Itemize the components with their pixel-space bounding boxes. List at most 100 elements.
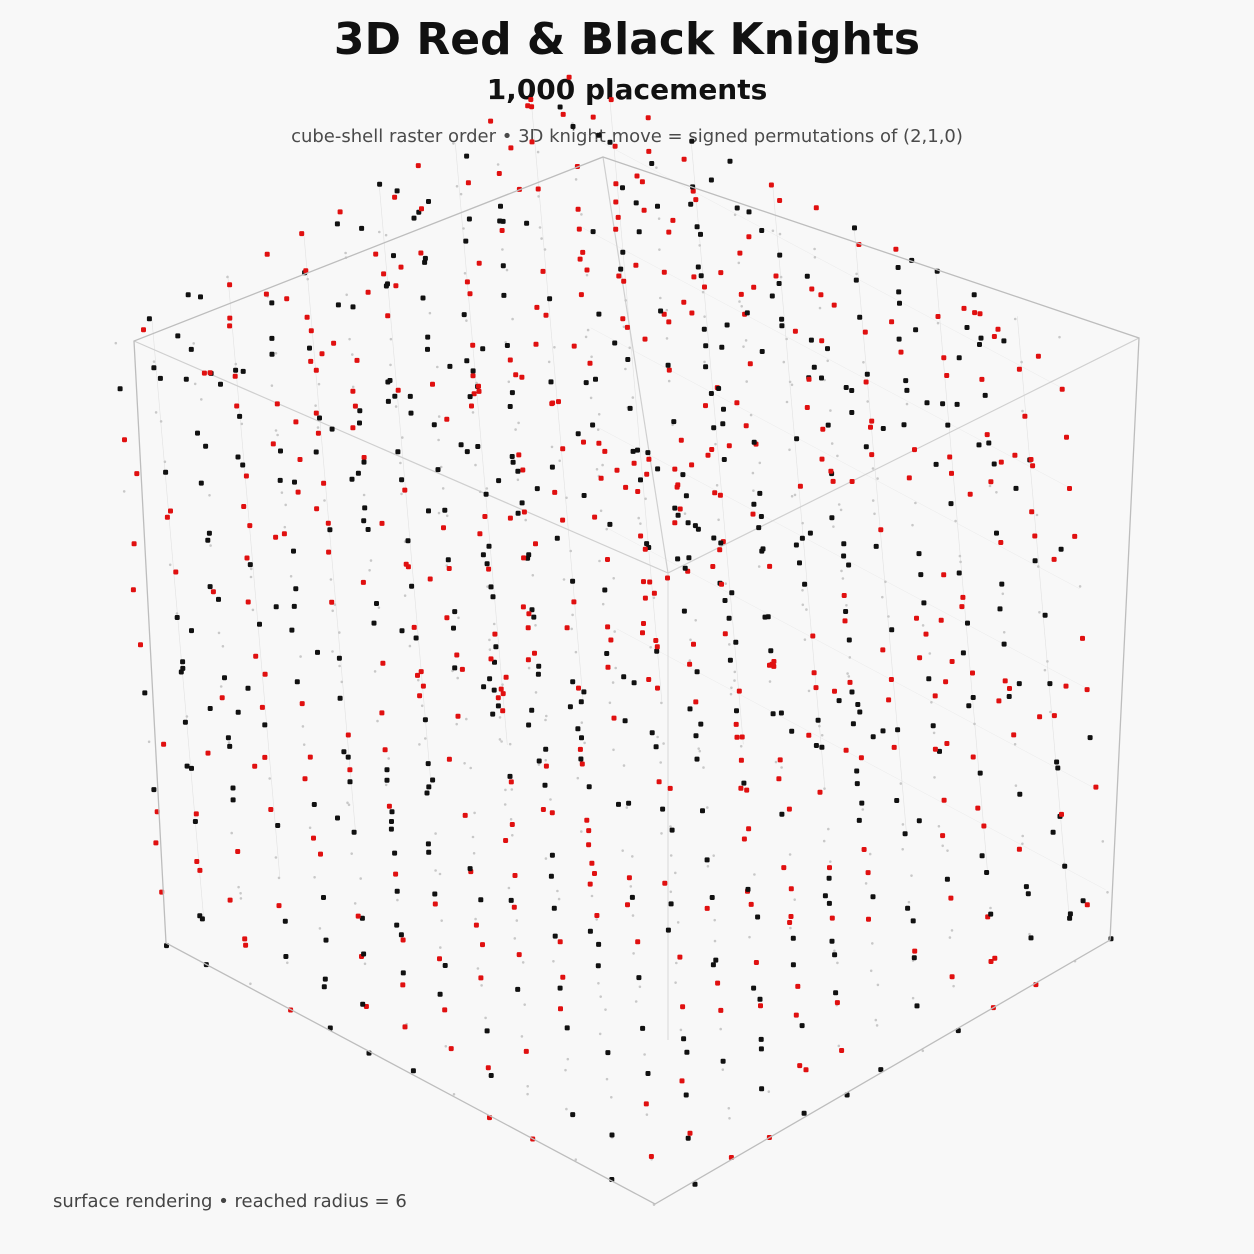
red-knight-marker: [998, 540, 1004, 545]
empty-cell-marker: [1014, 784, 1018, 787]
black-knight-marker: [1067, 915, 1073, 921]
black-knight-marker: [722, 598, 728, 603]
red-knight-marker: [817, 789, 823, 795]
red-knight-marker: [571, 599, 577, 605]
black-knight-marker: [458, 442, 464, 448]
black-knight-marker: [813, 743, 819, 748]
red-knight-marker: [602, 448, 608, 454]
empty-cell-marker: [239, 892, 242, 895]
empty-cell-marker: [168, 563, 172, 567]
black-knight-marker: [463, 238, 469, 244]
black-knight-marker: [686, 555, 692, 561]
empty-cell-marker: [840, 569, 843, 573]
black-knight-marker: [247, 562, 253, 568]
black-knight-marker: [794, 436, 800, 442]
empty-cell-marker: [740, 305, 743, 308]
black-knight-marker: [776, 281, 782, 286]
empty-cell-marker: [476, 967, 480, 970]
black-knight-marker: [636, 975, 642, 981]
empty-cell-marker: [498, 738, 502, 741]
empty-cell-marker: [462, 227, 465, 230]
black-knight-marker: [498, 203, 503, 209]
empty-cell-marker: [871, 499, 875, 502]
red-knight-marker: [329, 599, 335, 605]
black-knight-marker: [649, 730, 655, 736]
empty-cell-marker: [570, 627, 573, 631]
black-knight-marker: [413, 635, 419, 641]
red-knight-marker: [869, 452, 875, 458]
black-knight-marker: [880, 728, 886, 734]
grid-line: [599, 427, 1089, 690]
black-knight-marker: [420, 295, 426, 301]
grid-layer: [151, 98, 1106, 922]
black-knight-marker: [189, 765, 194, 771]
red-knight-marker: [948, 895, 954, 901]
red-knight-marker: [485, 1065, 491, 1071]
empty-cell-marker: [545, 714, 548, 718]
red-knight-marker: [379, 710, 385, 716]
black-knight-marker: [385, 398, 391, 404]
black-knight-marker: [658, 308, 664, 314]
black-knight-marker: [535, 671, 541, 677]
black-knight-marker: [689, 138, 695, 144]
black-knight-marker: [718, 540, 724, 546]
red-knight-marker: [511, 904, 517, 910]
cube-back-edges: [133, 156, 1140, 1040]
black-knight-marker: [683, 1092, 689, 1098]
empty-cell-marker: [147, 740, 151, 744]
red-knight-marker: [365, 289, 371, 295]
red-knight-marker: [670, 217, 676, 223]
red-knight-marker: [626, 875, 632, 881]
black-knight-marker: [327, 527, 333, 533]
empty-cell-marker: [901, 823, 905, 826]
black-knight-marker: [829, 938, 835, 944]
empty-cell-marker: [1013, 317, 1017, 321]
empty-cell-marker: [556, 889, 559, 893]
empty-cell-marker: [805, 608, 808, 611]
black-knight-marker: [630, 448, 636, 454]
empty-cell-marker: [733, 670, 737, 674]
empty-cell-marker: [628, 346, 631, 350]
black-knight-marker: [609, 1132, 615, 1138]
red-knight-marker: [304, 314, 310, 320]
red-knight-marker: [382, 747, 388, 753]
black-knight-marker: [552, 933, 558, 939]
red-knight-marker: [811, 670, 817, 676]
red-knight-marker: [932, 693, 938, 699]
red-knight-marker: [513, 372, 519, 378]
red-knight-marker: [613, 181, 619, 187]
black-knight-marker: [626, 800, 632, 806]
black-knight-marker: [524, 220, 530, 226]
red-knight-marker: [469, 403, 474, 409]
empty-cell-marker: [459, 192, 463, 196]
black-knight-marker: [321, 984, 327, 990]
red-knight-marker: [605, 664, 611, 670]
empty-cell-marker: [901, 848, 904, 851]
black-knight-marker: [431, 422, 437, 428]
grid-line: [590, 327, 1080, 590]
empty-cell-marker: [369, 559, 373, 562]
red-knight-marker: [689, 310, 695, 316]
red-knight-marker: [868, 424, 873, 430]
empty-cell-marker: [1002, 631, 1006, 634]
black-knight-marker: [790, 962, 796, 968]
empty-cell-marker: [688, 659, 692, 662]
caption: cube-shell raster order • 3D knight move…: [291, 126, 963, 147]
red-knight-marker: [495, 695, 501, 701]
empty-cell-marker: [862, 361, 865, 364]
red-knight-marker: [420, 683, 426, 689]
empty-cell-marker: [820, 734, 824, 737]
black-knight-marker: [905, 905, 911, 911]
red-knight-marker: [385, 313, 391, 319]
black-knight-marker: [570, 124, 576, 129]
black-knight-marker: [146, 316, 152, 322]
black-knight-marker: [526, 552, 532, 558]
black-knight-marker: [519, 500, 525, 506]
red-knight-marker: [459, 666, 465, 672]
red-knight-marker: [427, 576, 433, 582]
black-knight-marker: [351, 829, 357, 835]
red-knight-marker: [454, 652, 460, 658]
red-knight-marker: [641, 579, 646, 585]
empty-cell-marker: [249, 567, 253, 571]
black-knight-marker: [710, 962, 716, 968]
